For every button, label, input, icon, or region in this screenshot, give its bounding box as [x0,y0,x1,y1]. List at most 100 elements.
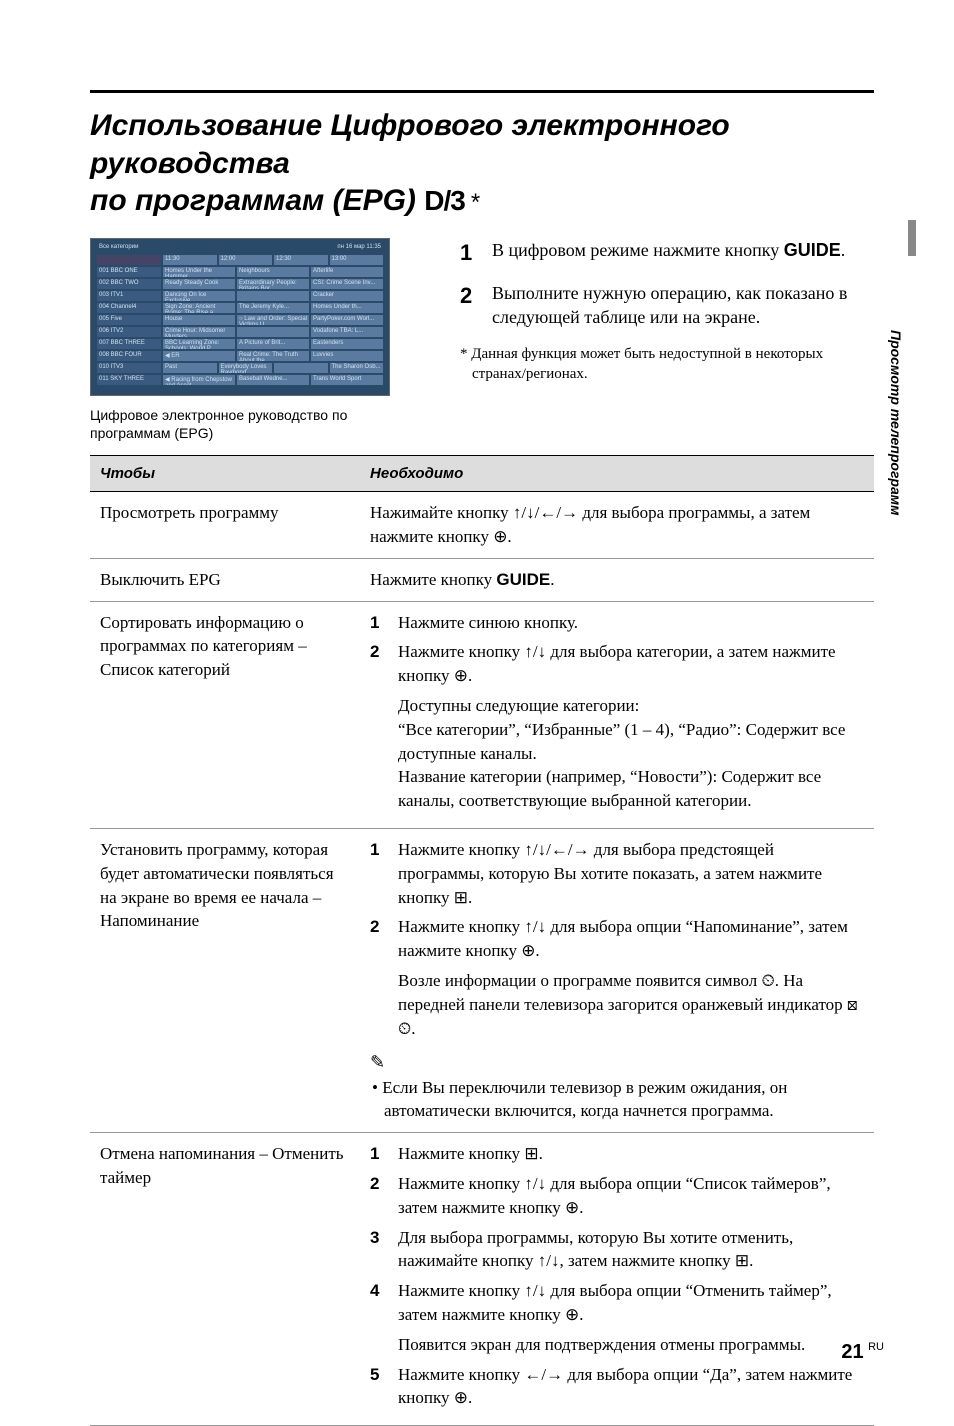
side-tab: Просмотр телепрограмм [888,330,904,515]
step-text: Нажмите кнопку ↑/↓/←/→ для выбора предст… [398,838,864,909]
epg-row: 005 FiveHouse○ Law and Order: Special Vi… [97,315,383,325]
epg-channel-cell: 008 BBC FOUR [97,351,161,361]
table-row: Выключить EPGНажмите кнопку GUIDE. [90,558,874,601]
step-number: 5 [370,1363,386,1411]
table-row: Отмена напоминания – Отменить таймер1Наж… [90,1133,874,1426]
epg-caption: Цифровое электронное руководство по прог… [90,406,430,444]
step-after-line: Название категории (например, “Новости”)… [398,765,864,813]
epg-row: 004 Channel4Sign Zone: Ancient Rome: The… [97,303,383,313]
epg-program-cell: Homes Under th... [311,303,383,313]
epg-row: 010 ITV3PastEverybody Loves RaymondThe S… [97,363,383,373]
epg-time-cell: 12:00 [219,255,273,265]
cell-right: 1Нажмите кнопку ↑/↓/←/→ для выбора предс… [360,829,874,1133]
epg-header-right: пн 16 мар 11:35 [163,243,383,253]
epg-program-cell: ◀ ER [163,351,235,361]
epg-program-cell: Luvvies [311,351,383,361]
step-list: 1Нажмите кнопку ↑/↓/←/→ для выбора предс… [370,838,864,1040]
epg-row: 003 ITV1Dancing On Ice ExclusiveCracker [97,291,383,301]
epg-screenshot: Все категории пн 16 мар 11:35 11:3012:00… [90,238,390,396]
cell-left: Просмотреть программу [90,492,360,559]
epg-row: 008 BBC FOUR◀ ERReal Crime: The Truth Ab… [97,351,383,361]
left-column: Все категории пн 16 мар 11:35 11:3012:00… [90,238,430,444]
step-text: Нажмите кнопку ↑/↓ для выбора опции “Нап… [398,915,864,1040]
dvb-logo: D/3 [424,183,465,218]
step-after-line: Возле информации о программе появится си… [398,969,864,1040]
epg-channel-cell: 002 BBC TWO [97,279,161,289]
step-text: В цифровом режиме нажмите кнопку GUIDE. [492,238,874,268]
epg-program-cell: House [163,315,235,325]
step-number: 1 [370,611,386,635]
step-item: 1Нажмите синюю кнопку. [370,611,864,635]
epg-program-cell: ○ Law and Order: Special Victims U... [237,315,309,325]
page-number: 21 RU [841,1341,884,1364]
epg-body: 001 BBC ONEHomes Under the HammerNeighbo… [97,267,383,385]
footnote: * Данная функция может быть недоступной … [460,344,874,385]
epg-program-cell [237,327,309,337]
table-row: Сортировать информацию о программах по к… [90,601,874,828]
intro-columns: Все категории пн 16 мар 11:35 11:3012:00… [90,238,874,444]
step-number: 2 [370,1172,386,1220]
epg-channel-cell: 011 SKY THREE [97,375,161,385]
dvb-logo-wrap: D/3* [424,183,480,218]
step-item: 1Нажмите кнопку ⊞. [370,1142,864,1166]
spec-table-body: Просмотреть программуНажимайте кнопку ↑/… [90,492,874,1426]
table-row: Просмотреть программуНажимайте кнопку ↑/… [90,492,874,559]
epg-channel-cell: 006 ITV2 [97,327,161,337]
epg-header-left: Все категории [97,243,161,253]
epg-channel-cell: 004 Channel4 [97,303,161,313]
epg-program-cell: Homes Under the Hammer [163,267,235,277]
cell-left: Отмена напоминания – Отменить таймер [90,1133,360,1426]
epg-program-cell: Vodafone TBA: L... [311,327,383,337]
step-after-line: “Все категории”, “Избранные” (1 – 4), “Р… [398,718,864,766]
inline-bold: GUIDE [784,240,841,260]
step-text: Нажмите кнопку ↑/↓ для выбора опции “Отм… [398,1279,864,1356]
intro-step-list: 1В цифровом режиме нажмите кнопку GUIDE.… [460,238,874,330]
epg-program-cell: A Picture of Brit... [237,339,309,349]
step-after-line: Доступны следующие категории: [398,694,864,718]
step-item: 2Нажмите кнопку ↑/↓ для выбора опции “На… [370,915,864,1040]
step-number: 1 [370,838,386,909]
epg-program-cell: Everybody Loves Raymond [219,363,273,373]
epg-program-cell: The Sharon Osb... [330,363,384,373]
step-list: 1Нажмите синюю кнопку. 2Нажмите кнопку ↑/… [370,611,864,813]
epg-times-row: 11:3012:0012:3013:00 [97,255,383,265]
title-line1: Использование Цифрового электронного рук… [90,109,730,180]
cell-right: Нажмите кнопку GUIDE. [360,558,874,601]
spec-table: Чтобы Необходимо Просмотреть программуНа… [90,455,874,1426]
step-text: Нажмите кнопку ⊞. [398,1142,864,1166]
note-bullet: • Если Вы переключили телевизор в режим … [370,1076,864,1124]
epg-program-cell: Sign Zone: Ancient Rome: The Rise a... [163,303,235,313]
epg-row: 002 BBC TWOReady Steady CookExtraordinar… [97,279,383,289]
side-mark [908,220,916,256]
epg-row: 011 SKY THREE◀ Racing from Chepstow and … [97,375,383,385]
epg-row: 006 ITV2Crime Hour: Midsomer Murders Voda… [97,327,383,337]
cell-left: Выключить EPG [90,558,360,601]
step-number: 3 [370,1226,386,1274]
epg-program-cell: Cracker [311,291,383,301]
cell-right: 1Нажмите синюю кнопку. 2Нажмите кнопку ↑/… [360,601,874,828]
title-line2: по программам (EPG) D/3* [90,184,480,217]
epg-program-cell: PartyPoker.com Worl... [311,315,383,325]
epg-time-cell: 11:30 [163,255,217,265]
cell-right: 1Нажмите кнопку ⊞. 2 Нажмите кнопку ↑/↓ дл… [360,1133,874,1426]
cell-left: Сортировать информацию о программах по к… [90,601,360,828]
epg-program-cell [237,291,309,301]
epg-channel-cell: 007 BBC THREE [97,339,161,349]
page-number-suffix: RU [868,1341,884,1353]
epg-program-cell: Dancing On Ice Exclusive [163,291,235,301]
inline-bold: GUIDE [496,570,550,589]
step-text: Нажмите кнопку ←/→ для выбора опции “Да”… [398,1363,864,1411]
epg-time-cell: 13:00 [330,255,384,265]
step-text: Нажмите кнопку ↑/↓ для выбора категории,… [398,640,864,813]
epg-program-cell: Extraordinary People: Britains Bor... [237,279,309,289]
epg-program-cell: BBC Learning Zone: Schools: World P... [163,339,235,349]
epg-program-cell: Eastenders [311,339,383,349]
epg-program-cell: ◀ Racing from Chepstow and Ascot [163,375,235,385]
step-item: 3Для выбора программы, которую Вы хотите… [370,1226,864,1274]
epg-program-cell: Crime Hour: Midsomer Murders [163,327,235,337]
step-number: 2 [370,915,386,1040]
right-column: 1В цифровом режиме нажмите кнопку GUIDE.… [460,238,874,385]
note-icon: ✎ [370,1050,385,1075]
cell-left: Установить программу, которая будет авто… [90,829,360,1133]
step-number: 2 [370,640,386,813]
